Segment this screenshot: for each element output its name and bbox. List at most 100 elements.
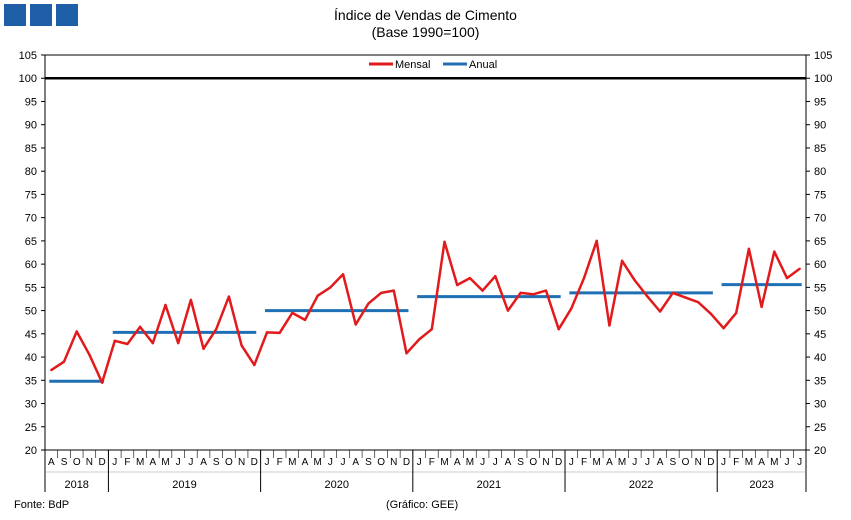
y-tick-label-left: 105	[19, 50, 37, 62]
month-tick-label: D	[555, 457, 562, 468]
year-label: 2020	[324, 479, 348, 491]
mensal-point	[544, 289, 548, 292]
y-tick-label-right: 30	[814, 399, 826, 411]
institution-logo-icon	[4, 4, 78, 26]
month-tick-label: M	[466, 457, 474, 468]
mensal-point	[671, 291, 675, 295]
mensal-point	[126, 342, 129, 346]
month-tick-label: N	[238, 457, 245, 468]
month-tick-label: O	[529, 457, 537, 468]
mensal-point	[658, 310, 662, 313]
y-tick-label-right: 85	[814, 143, 826, 155]
month-tick-label: A	[758, 457, 765, 468]
month-tick-label: M	[593, 457, 601, 468]
month-tick-label: O	[73, 457, 81, 468]
month-tick-label: A	[657, 457, 664, 468]
month-tick-label: D	[707, 457, 714, 468]
month-tick-label: M	[136, 457, 144, 468]
month-tick-label: J	[188, 457, 193, 468]
month-tick-label: M	[745, 457, 753, 468]
mensal-point	[760, 305, 763, 309]
mensal-point	[176, 341, 180, 345]
month-tick-label: A	[454, 457, 461, 468]
mensal-point	[443, 240, 446, 244]
month-tick-label: A	[302, 457, 309, 468]
month-tick-label: F	[581, 457, 587, 468]
y-tick-label-left: 70	[25, 213, 37, 225]
month-tick-label: S	[517, 457, 524, 468]
mensal-point	[798, 267, 801, 270]
mensal-point	[227, 295, 231, 298]
year-label: 2023	[749, 479, 773, 491]
month-tick-label: J	[721, 457, 726, 468]
y-tick-label-left: 85	[25, 143, 37, 155]
mensal-point	[620, 259, 624, 263]
mensal-point	[50, 368, 53, 372]
y-tick-label-right: 75	[814, 189, 826, 201]
mensal-point	[405, 352, 408, 355]
mensal-point	[519, 291, 522, 295]
month-tick-label: J	[176, 457, 181, 468]
month-tick-label: O	[682, 457, 690, 468]
month-tick-label: S	[669, 457, 676, 468]
month-tick-label: J	[417, 457, 422, 468]
chart-title-line2: (Base 1990=100)	[371, 24, 480, 40]
mensal-point	[113, 339, 116, 342]
month-tick-label: J	[112, 457, 117, 468]
mensal-point	[100, 381, 104, 384]
mensal-point	[557, 327, 560, 331]
mensal-point	[392, 289, 395, 292]
year-label: 2019	[172, 479, 196, 491]
month-tick-label: A	[505, 457, 512, 468]
mensal-point	[684, 296, 687, 299]
mensal-point	[785, 276, 789, 280]
mensal-point	[608, 324, 611, 327]
y-tick-label-left: 65	[25, 236, 37, 248]
month-tick-label: N	[542, 457, 549, 468]
mensal-point	[582, 276, 586, 280]
month-tick-label: J	[645, 457, 650, 468]
y-tick-label-left: 40	[25, 352, 37, 364]
y-tick-label-right: 60	[814, 259, 826, 271]
year-label: 2022	[629, 479, 653, 491]
y-tick-label-right: 35	[814, 375, 826, 387]
y-tick-label-right: 50	[814, 306, 826, 318]
mensal-point	[265, 331, 269, 334]
mensal-point	[202, 347, 205, 350]
month-tick-label: J	[797, 457, 802, 468]
month-tick-label: F	[277, 457, 283, 468]
plot-frame	[44, 54, 807, 451]
mensal-point	[506, 309, 510, 312]
mensal-point	[468, 276, 472, 280]
month-tick-label: M	[770, 457, 778, 468]
month-tick-label: S	[61, 457, 68, 468]
mensal-point	[88, 353, 91, 356]
month-tick-label: J	[784, 457, 789, 468]
month-tick-label: S	[365, 457, 372, 468]
y-tick-label-left: 100	[19, 73, 37, 85]
y-tick-label-left: 45	[25, 329, 37, 341]
mensal-point	[481, 289, 484, 292]
month-tick-label: N	[86, 457, 93, 468]
month-tick-label: O	[377, 457, 385, 468]
mensal-point	[329, 286, 332, 289]
mensal-point	[367, 302, 370, 305]
month-tick-label: J	[480, 457, 485, 468]
y-tick-label-left: 35	[25, 375, 37, 387]
mensal-point	[303, 318, 307, 322]
mensal-point	[456, 283, 459, 287]
y-tick-label-left: 80	[25, 166, 37, 178]
month-tick-label: J	[632, 457, 637, 468]
month-tick-label: M	[618, 457, 626, 468]
month-tick-label: D	[98, 457, 105, 468]
y-tick-label-right: 100	[814, 73, 832, 85]
y-tick-label-left: 75	[25, 189, 37, 201]
y-tick-label-right: 80	[814, 166, 826, 178]
mensal-point	[595, 239, 598, 243]
month-tick-label: M	[314, 457, 322, 468]
year-label: 2018	[64, 479, 88, 491]
mensal-point	[62, 360, 66, 363]
month-tick-label: J	[569, 457, 574, 468]
chart-title-line1: Índice de Vendas de Cimento	[334, 7, 517, 23]
